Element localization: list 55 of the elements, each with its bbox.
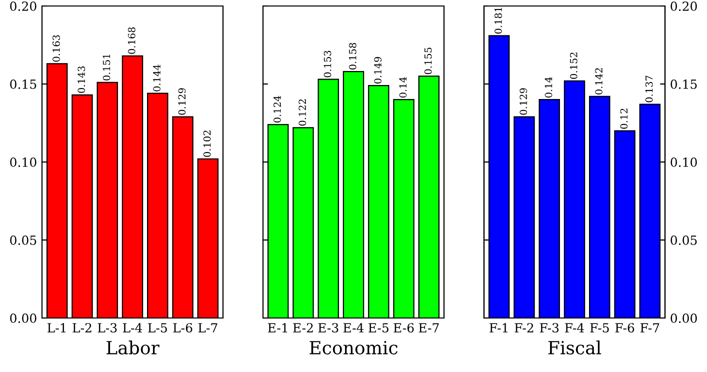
data-label: 0.152 xyxy=(570,52,578,79)
data-label: 0.12 xyxy=(620,108,628,129)
x-tick-label: L-6 xyxy=(173,323,192,333)
x-axis-title: Economic xyxy=(310,340,398,354)
y-tick-label: 0.05 xyxy=(10,235,36,245)
x-tick-label: E-5 xyxy=(368,323,388,333)
x-tick-label: E-3 xyxy=(318,323,338,333)
y2-tick-label: 0.20 xyxy=(670,1,697,11)
x-tick-label: F-5 xyxy=(590,323,609,333)
data-label: 0.149 xyxy=(374,56,382,84)
data-label: 0.14 xyxy=(544,77,552,98)
x-tick-label: L-5 xyxy=(148,323,167,333)
x-tick-label: L-1 xyxy=(48,323,66,332)
x-tick-label: E-7 xyxy=(418,323,439,332)
x-tick-label: F-6 xyxy=(615,323,634,333)
data-label: 0.143 xyxy=(78,66,86,93)
x-tick-label: E-2 xyxy=(293,323,313,332)
x-tick-label: L-7 xyxy=(198,323,218,332)
data-label: 0.142 xyxy=(595,68,602,94)
x-tick-label: E-1 xyxy=(268,323,288,332)
x-tick-label: L-2 xyxy=(72,323,92,332)
x-axis-title: Fiscal xyxy=(548,340,602,354)
data-label: 0.14 xyxy=(399,77,407,98)
y-tick-label: 0.00 xyxy=(10,313,36,323)
data-label: 0.122 xyxy=(298,99,306,126)
x-tick-label: F-1 xyxy=(490,323,508,332)
data-label: 0.129 xyxy=(520,88,528,115)
x-tick-label: E-4 xyxy=(343,323,364,332)
x-axis-title: Labor xyxy=(106,340,160,354)
data-label: 0.168 xyxy=(128,27,136,54)
x-tick-label: L-3 xyxy=(98,323,117,333)
x-tick-label: E-6 xyxy=(394,323,414,333)
y-tick-label: 0.15 xyxy=(10,79,36,89)
data-label: 0.144 xyxy=(153,64,160,92)
data-label: 0.181 xyxy=(494,8,502,34)
data-label: 0.137 xyxy=(645,76,653,102)
y2-tick-label: 0.10 xyxy=(670,157,697,167)
data-label: 0.124 xyxy=(274,96,281,123)
data-label: 0.155 xyxy=(424,48,432,74)
x-tick-label: F-3 xyxy=(540,323,559,333)
y2-tick-label: 0.05 xyxy=(670,235,697,245)
data-label: 0.153 xyxy=(324,50,332,78)
y-tick-label: 0.10 xyxy=(10,157,36,167)
data-label: 0.163 xyxy=(52,35,60,62)
y2-tick-label: 0.00 xyxy=(670,313,697,323)
data-label: 0.158 xyxy=(348,42,356,70)
y2-tick-label: 0.15 xyxy=(670,79,697,89)
x-tick-label: F-2 xyxy=(514,323,534,332)
data-label: 0.129 xyxy=(178,88,186,115)
x-tick-label: F-4 xyxy=(565,323,584,332)
data-label: 0.102 xyxy=(203,130,211,157)
x-tick-label: F-7 xyxy=(640,323,660,332)
y-tick-label: 0.20 xyxy=(10,1,36,11)
data-label: 0.151 xyxy=(102,54,110,80)
x-tick-label: L-4 xyxy=(122,323,142,332)
